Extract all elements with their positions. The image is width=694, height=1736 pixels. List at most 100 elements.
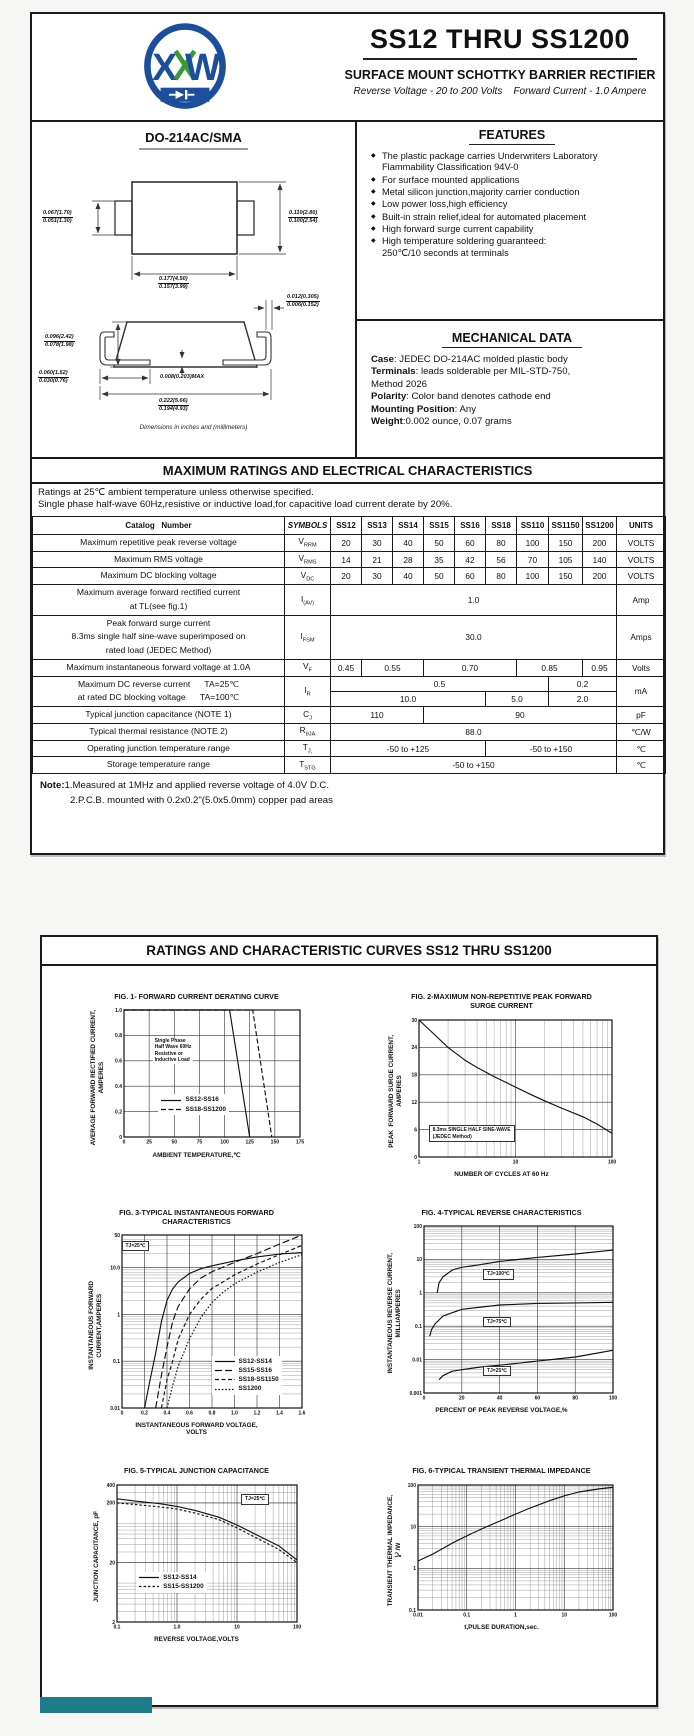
col-header: SS18 (485, 515, 517, 535)
table-cell: -50 to +125 (330, 739, 486, 758)
svg-text:0.1: 0.1 (463, 1612, 470, 1618)
col-header: SS15 (423, 515, 455, 535)
svg-text:2: 2 (112, 1620, 115, 1626)
svg-text:60: 60 (534, 1396, 540, 1402)
features-section: FEATURES ◆ The plastic package carries Un… (357, 122, 663, 321)
table-cell: VOLTS (616, 550, 666, 569)
svg-text:10: 10 (234, 1624, 240, 1630)
dim-standoff: 0.008(0.203)MAX (160, 374, 205, 380)
col-header: SS1150 (548, 515, 583, 535)
chart-legend: SS12-SS14 SS15-SS16 SS18-SS1150 SS1200 (211, 1355, 282, 1395)
ratings-condition-1: Ratings at 25℃ ambient temperature unles… (38, 487, 314, 498)
figure-6-title: FIG. 6-TYPICAL TRANSIENT THERMAL IMPEDAN… (412, 1466, 591, 1476)
svg-text:0: 0 (119, 1135, 122, 1141)
svg-text:10: 10 (512, 1159, 518, 1165)
bullet-icon: ◆ (371, 213, 376, 220)
mechanical-line: Method 2026 (371, 378, 428, 390)
svg-text:0: 0 (422, 1396, 425, 1402)
table-cell: 60 (454, 533, 486, 552)
bullet-icon: ◆ (371, 188, 376, 195)
tagline: Reverse Voltage - 20 to 200 Volts Forwar… (353, 86, 647, 97)
table-row: Operating junction temperature range TJ, -… (32, 739, 666, 758)
table-cell: 1.0 (330, 584, 617, 616)
svg-text:20: 20 (109, 1560, 115, 1566)
table-cell: VDC (284, 567, 331, 586)
figure-3: FIG. 3-TYPICAL INSTANTANEOUS FORWARD CHA… (46, 1208, 347, 1437)
table-row: Maximum RMS voltage VRMS 14 21 28 35 42 56 70 105… (32, 550, 666, 569)
svg-text:1: 1 (417, 1159, 420, 1165)
svg-text:100: 100 (608, 1396, 617, 1402)
xw-logo-icon: X W (143, 23, 226, 109)
mechanical-line: Terminals: leads solderable per MIL-STD-… (371, 366, 571, 378)
svg-text:0.2: 0.2 (115, 1110, 122, 1116)
table-cell: 28 (392, 550, 424, 569)
feature-text: Built-in strain relief,ideal for automat… (382, 211, 587, 222)
table-cell: 200 (582, 533, 617, 552)
svg-text:0.1: 0.1 (409, 1608, 416, 1614)
figure-1-chart: 0 25 50 75 100 125 150 175 0 0.2 0.4 0.6 0.8 1.0 SS12-… (108, 1006, 304, 1148)
table-cell: 30 (361, 533, 393, 552)
ratings-condition-2: Single phase half-wave 60Hz,resistive or… (38, 499, 453, 511)
figure-3-title: FIG. 3-TYPICAL INSTANTANEOUS FORWARD CHA… (119, 1207, 274, 1227)
table-cell: Maximum repetitive peak reverse voltage (32, 533, 285, 552)
table-cell: 105 (548, 550, 583, 569)
table-cell: VRRM (284, 533, 331, 552)
col-header: SS16 (454, 515, 486, 535)
col-header: SS12 (330, 515, 362, 535)
svg-text:18: 18 (411, 1072, 417, 1078)
table-cell: 100 (516, 567, 549, 586)
table-cell: Typical thermal resistance (NOTE 2) (32, 722, 285, 741)
package-outline-drawing (92, 181, 286, 400)
package-canvas: 0.067(1.70) 0.051(1.30) 0.110(2.80) 0.100(… (32, 122, 355, 457)
table-row: Typical thermal resistance (NOTE 2) RθJA 8… (32, 722, 666, 741)
figure-6-ylabel: TRANSIENT THERMAL IMPEDANCE, ℃/W (386, 1495, 402, 1607)
page-title: SS12 THRU SS1200 (369, 24, 631, 54)
legend-item: SS15-SS16 (214, 1366, 272, 1374)
col-header: SS110 (516, 515, 549, 535)
datasheet-sheet-1: X W SS12 THRU SS1200 SURFACE MOUNT SCHOT… (30, 12, 666, 855)
table-cell: TJ, (284, 739, 331, 758)
table-header-row: Catalog Number SYMBOLS SS12 SS13 SS14 SS15 SS1… (32, 515, 666, 535)
svg-text:1: 1 (413, 1566, 416, 1572)
table-cell: ℃/W (616, 722, 666, 741)
svg-text:50: 50 (171, 1140, 177, 1146)
table-cell: 0.95 (582, 658, 617, 677)
mechanical-line: Case: JEDEC DO-214AC molded plastic body (371, 354, 568, 365)
figure-3-chart: 0 0.2 0.4 0.6 0.8 1.0 1.2 1.4 1.6 0.01 0.1 1 10.0 50 S… (106, 1231, 306, 1419)
figure-4-title: FIG. 4-TYPICAL REVERSE CHARACTERISTICS (421, 1207, 582, 1217)
figure-5: FIG. 5-TYPICAL JUNCTION CAPACITANCE JUNC… (46, 1466, 347, 1642)
table-cell: 110 (330, 706, 424, 724)
svg-text:1.0: 1.0 (115, 1008, 122, 1014)
svg-text:100: 100 (607, 1159, 616, 1165)
table-cell: IR (284, 675, 331, 708)
svg-text:1.4: 1.4 (276, 1411, 283, 1417)
table-cell: Volts (616, 658, 666, 677)
svg-text:10: 10 (416, 1257, 422, 1263)
footer-accent-bar (40, 1697, 152, 1713)
svg-text:0.6: 0.6 (115, 1059, 122, 1065)
table-cell: ℃ (616, 739, 666, 758)
table-cell: 150 (548, 533, 583, 552)
legend-item: SS18-SS1150 (214, 1376, 279, 1384)
svg-text:0.1: 0.1 (415, 1324, 422, 1330)
curves-title: RATINGS AND CHARACTERISTIC CURVES SS12 T… (42, 937, 656, 966)
table-cell: Maximum RMS voltage (32, 550, 285, 569)
table-cell: 0.85 (516, 658, 583, 677)
dim-height: 0.096(2.42) 0.078(1.98) (44, 334, 75, 348)
col-header: SS1200 (582, 515, 617, 535)
bullet-icon: ◆ (371, 238, 376, 245)
table-cell: 30 (361, 567, 393, 586)
table-cell: 35 (423, 550, 455, 569)
svg-text:0.01: 0.01 (110, 1406, 120, 1412)
feature-item: ◆ High temperature soldering guaranteed: … (371, 236, 653, 259)
svg-text:0.4: 0.4 (115, 1084, 122, 1090)
table-cell: 20 (330, 533, 362, 552)
svg-text:100: 100 (292, 1624, 301, 1630)
table-cell: 80 (485, 533, 517, 552)
bullet-icon: ◆ (371, 201, 376, 208)
table-cell: Amp (616, 584, 666, 616)
svg-text:10: 10 (561, 1612, 567, 1618)
table-row: Storage temperature range TSTG -50 to +150… (32, 756, 666, 775)
col-header: SS13 (361, 515, 393, 535)
